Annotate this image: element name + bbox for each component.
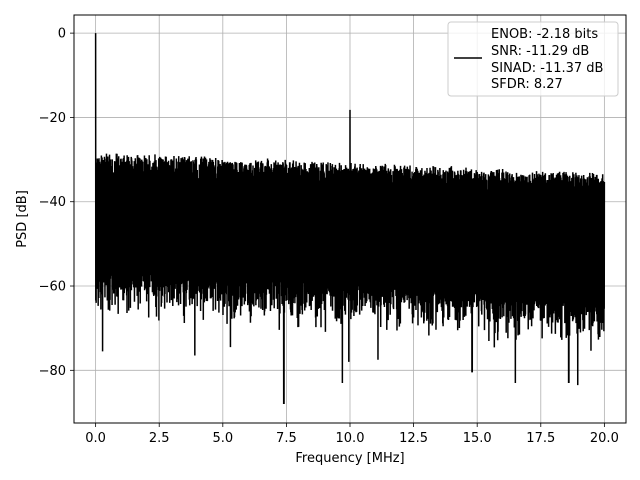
legend-line-2: SNR: -11.29 dB	[491, 44, 589, 59]
x-tick-label: 0.0	[85, 431, 106, 446]
x-axis-label: Frequency [MHz]	[295, 451, 404, 466]
y-tick-label: −40	[39, 195, 66, 210]
x-tick-label: 5.0	[212, 431, 233, 446]
psd-series-line	[94, 33, 606, 405]
x-tick-label: 2.5	[149, 431, 170, 446]
legend-line-1: ENOB: -2.18 bits	[491, 27, 598, 42]
x-tick-label: 20.0	[590, 431, 619, 446]
x-tick-label: 7.5	[276, 431, 297, 446]
plot-area	[94, 33, 606, 405]
x-tick-label: 15.0	[463, 431, 492, 446]
legend-box	[447, 21, 619, 97]
legend-line-4: SFDR: 8.27	[491, 77, 563, 92]
y-tick-label: 0	[58, 27, 66, 42]
y-tick-label: −80	[39, 364, 66, 379]
tick-group: 0.0 2.5 5.0 7.5 10.0 12.5 15.0 17.5 20.0 0 −20 −40 −…	[39, 27, 619, 446]
legend-line-3: SINAD: -11.37 dB	[491, 61, 603, 76]
y-axis-label: PSD [dB]	[15, 190, 30, 248]
legend: ENOB: -2.18 bits SNR: -11.29 dB SINAD: -…	[447, 21, 619, 97]
x-tick-label: 17.5	[526, 431, 555, 446]
x-tick-label: 10.0	[336, 431, 365, 446]
y-tick-label: −20	[39, 111, 66, 126]
x-tick-label: 12.5	[399, 431, 428, 446]
plot-frame	[73, 14, 627, 424]
y-tick-label: −60	[39, 280, 66, 295]
